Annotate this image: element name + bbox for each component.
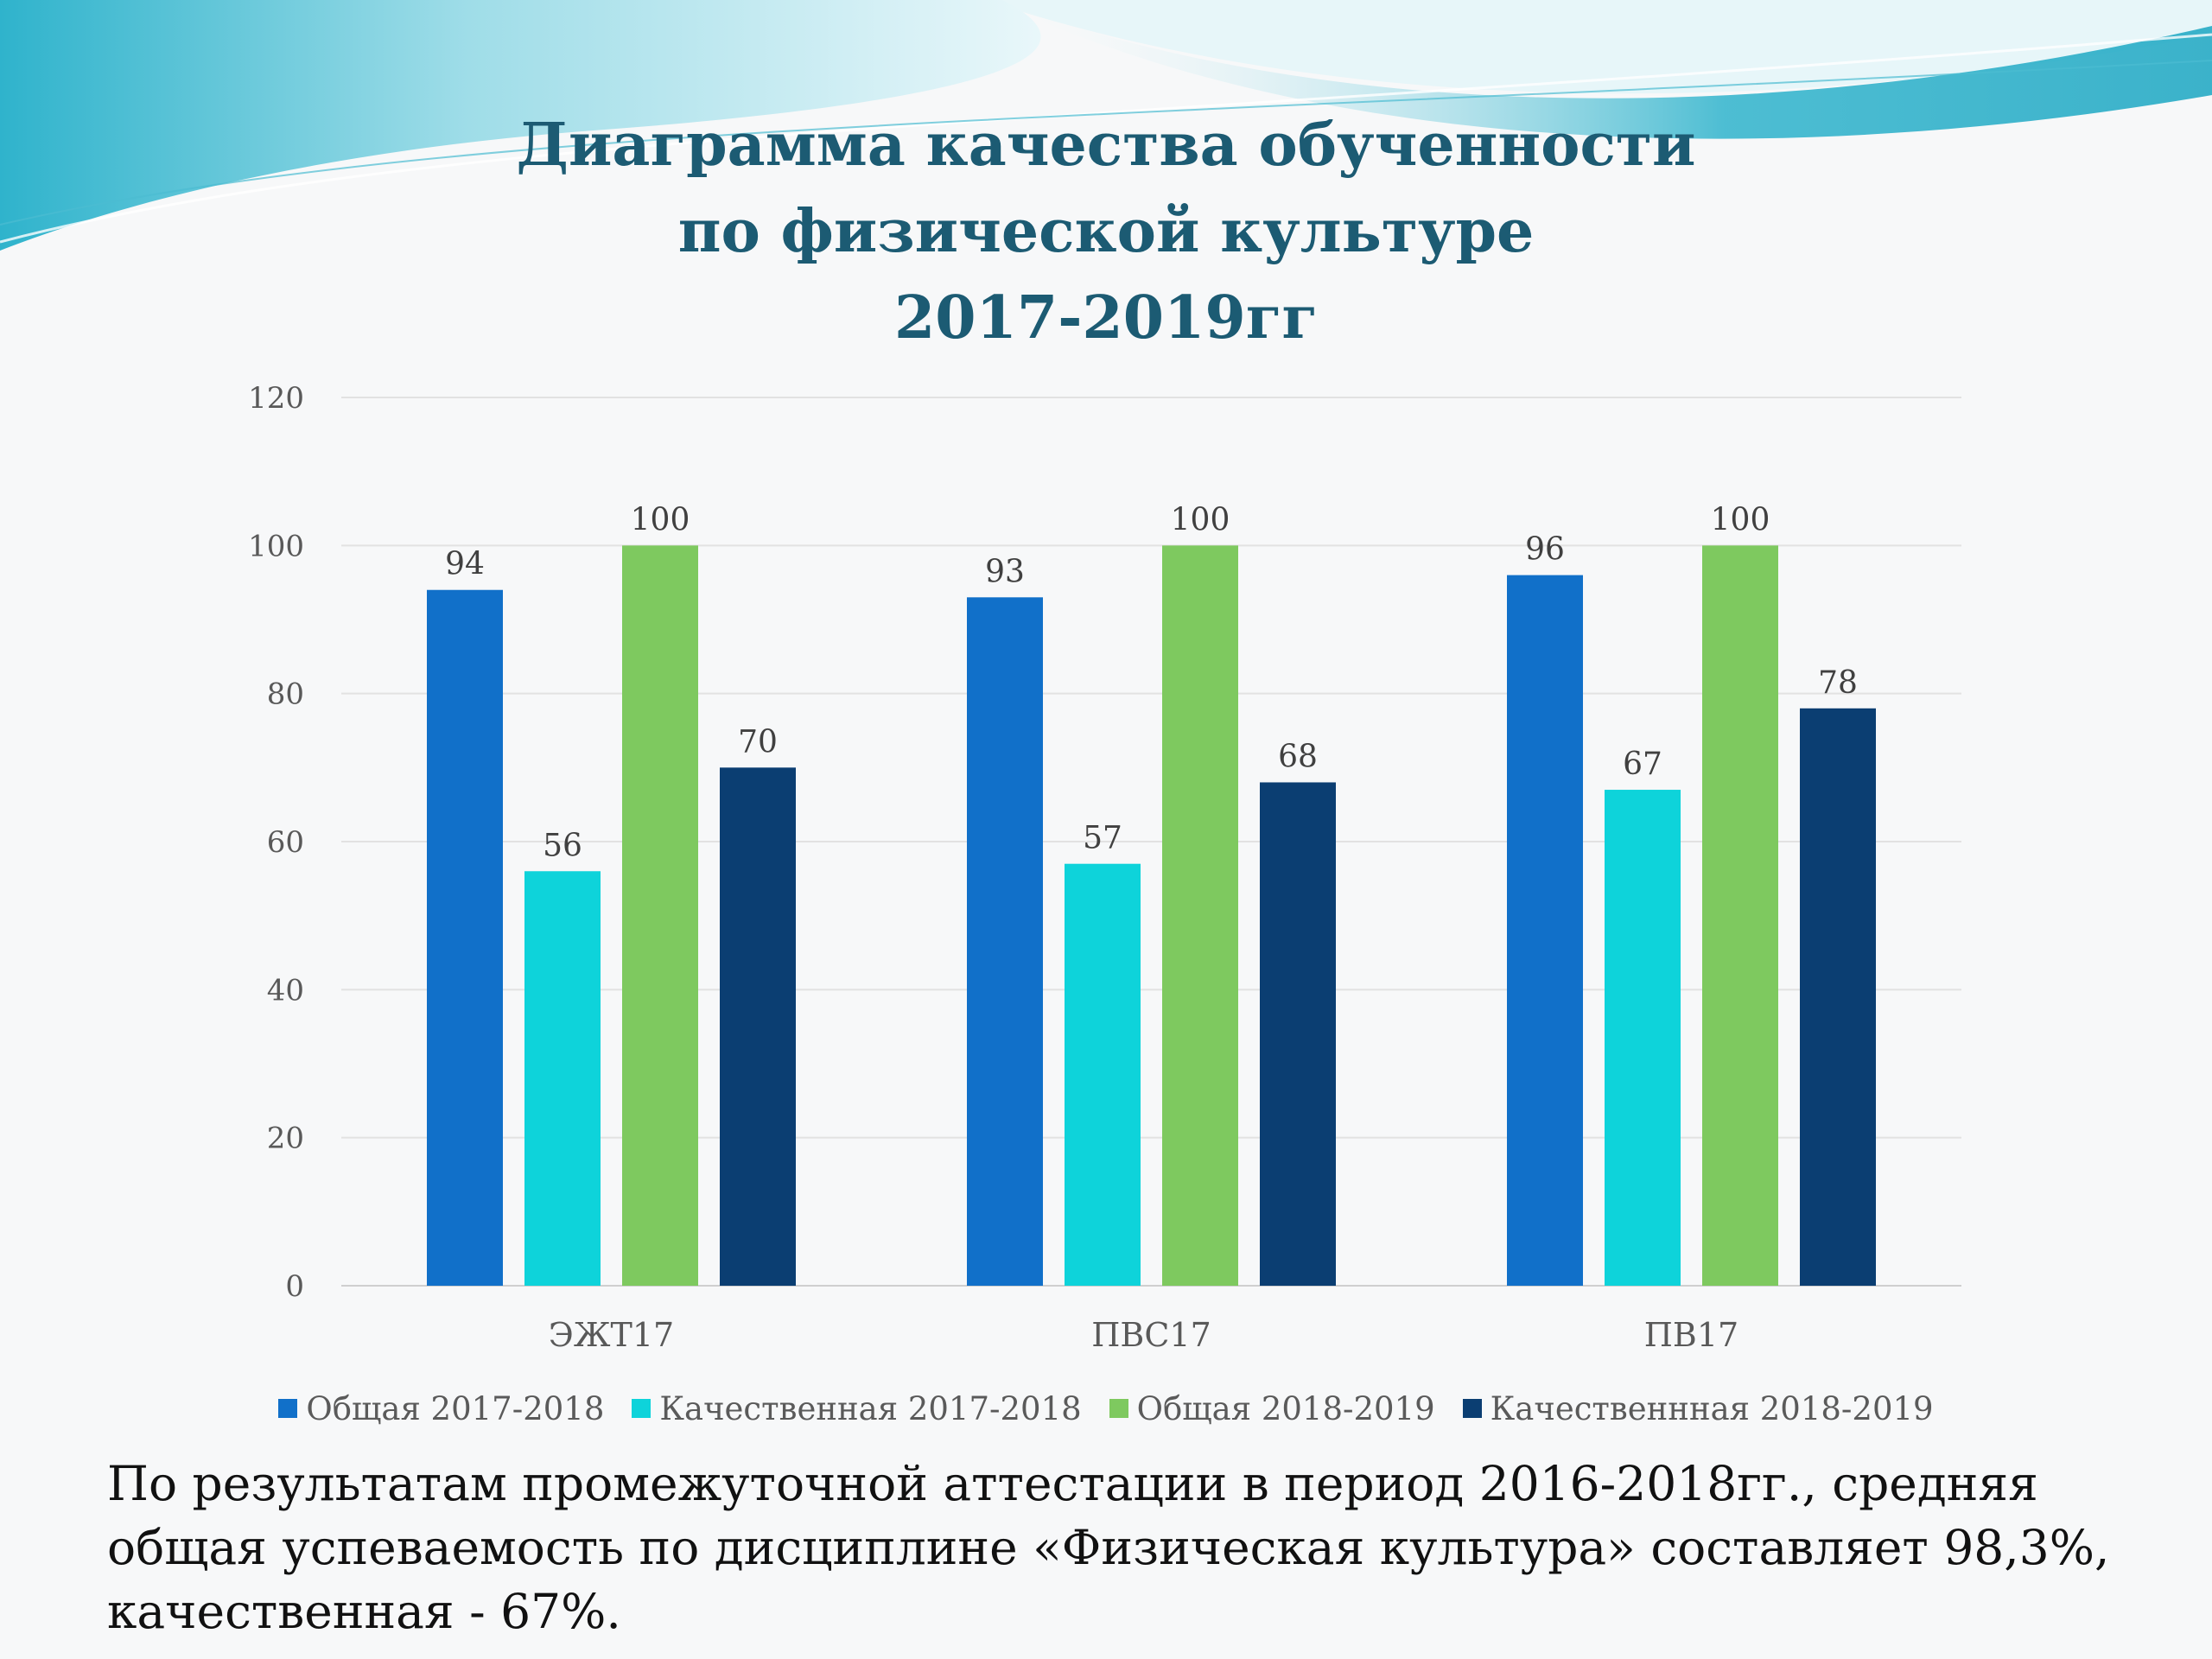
x-category-label: ПВ17 <box>1644 1316 1738 1354</box>
legend-item: Качественная 2017-2018 <box>632 1389 1082 1427</box>
y-tick-label: 120 <box>248 381 304 416</box>
y-tick-label: 80 <box>267 677 304 712</box>
data-label: 70 <box>738 724 778 760</box>
legend-label: Общая 2017-2018 <box>306 1389 605 1427</box>
legend-swatch <box>632 1399 652 1418</box>
data-label: 68 <box>1278 739 1318 774</box>
chart-title-line-1: Диаграмма качества обученности <box>516 111 1696 180</box>
chart-title-line-2: по физической культуре <box>677 197 1535 266</box>
bar <box>967 597 1043 1286</box>
bar <box>427 589 503 1286</box>
data-label: 96 <box>1525 532 1565 568</box>
legend-item: Общая 2018-2019 <box>1109 1390 1435 1427</box>
x-category-label: ПВС17 <box>1091 1316 1211 1354</box>
bar <box>1800 708 1876 1286</box>
bar <box>1507 575 1583 1286</box>
bar <box>1065 863 1141 1286</box>
data-label: 67 <box>1623 747 1662 782</box>
decorative-wave-header <box>0 0 2212 251</box>
bar <box>1605 790 1681 1286</box>
bar <box>524 871 601 1286</box>
chart-title-line-3: 2017-2019гг <box>893 283 1319 353</box>
legend-swatch <box>1109 1399 1128 1418</box>
data-label: 94 <box>445 547 485 582</box>
x-category-label: ЭЖТ17 <box>549 1316 674 1354</box>
bar <box>1162 545 1238 1286</box>
data-label: 100 <box>631 502 690 537</box>
y-tick-label: 20 <box>267 1122 304 1156</box>
legend-swatch <box>278 1399 298 1418</box>
bar <box>622 545 698 1286</box>
bar <box>720 767 796 1286</box>
legend-swatch <box>1462 1399 1482 1418</box>
legend-label: Общая 2018-2019 <box>1136 1389 1435 1427</box>
data-label: 93 <box>985 554 1025 589</box>
chart-legend: Общая 2017-2018 Качественная 2017-2018 Общ… <box>0 1382 2212 1434</box>
data-label: 57 <box>1083 821 1122 856</box>
bar <box>1702 545 1778 1286</box>
bar <box>1260 782 1336 1286</box>
legend-item: Общая 2017-2018 <box>278 1390 604 1427</box>
y-tick-label: 60 <box>267 825 304 860</box>
y-tick-label: 100 <box>248 529 304 563</box>
legend-label: Качественная 2017-2018 <box>659 1389 1082 1427</box>
data-label: 78 <box>1818 665 1858 701</box>
y-tick-label: 0 <box>285 1269 304 1304</box>
data-label: 56 <box>543 828 582 863</box>
data-label: 100 <box>1711 502 1770 537</box>
legend-label: Качественнная 2018-2019 <box>1490 1389 1934 1427</box>
summary-note: По результатам промежуточной аттестации … <box>107 1456 2110 1639</box>
legend-item: Качественнная 2018-2019 <box>1462 1389 1934 1427</box>
y-tick-label: 40 <box>267 973 304 1007</box>
data-label: 100 <box>1171 502 1230 537</box>
